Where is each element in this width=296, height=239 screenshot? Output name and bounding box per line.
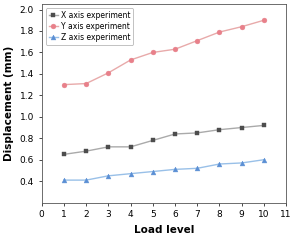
Y-axis label: Displacement (mm): Displacement (mm) <box>4 46 14 161</box>
Z axis experiment <box>151 170 155 173</box>
Z axis experiment <box>129 172 132 175</box>
X axis experiment <box>262 124 266 127</box>
Z axis experiment <box>107 174 110 177</box>
Legend: X axis experiment, Y axis experiment, Z axis experiment: X axis experiment, Y axis experiment, Z … <box>46 8 133 45</box>
X axis experiment <box>129 145 132 148</box>
Z axis experiment <box>84 179 88 182</box>
Y axis experiment <box>62 83 66 86</box>
Line: Y axis experiment: Y axis experiment <box>62 18 266 87</box>
X axis experiment <box>151 139 155 142</box>
X axis experiment <box>173 133 177 136</box>
X axis experiment <box>62 153 66 156</box>
Y axis experiment <box>107 71 110 74</box>
Y axis experiment <box>262 19 266 22</box>
X-axis label: Load level: Load level <box>134 225 194 235</box>
Z axis experiment <box>173 168 177 171</box>
Z axis experiment <box>195 167 199 170</box>
Y axis experiment <box>173 48 177 51</box>
X axis experiment <box>195 131 199 134</box>
Y axis experiment <box>195 39 199 42</box>
Z axis experiment <box>262 158 266 161</box>
Line: X axis experiment: X axis experiment <box>62 123 266 157</box>
Z axis experiment <box>218 163 221 165</box>
X axis experiment <box>84 150 88 152</box>
X axis experiment <box>218 128 221 131</box>
Y axis experiment <box>218 31 221 33</box>
Line: Z axis experiment: Z axis experiment <box>62 157 266 183</box>
X axis experiment <box>107 145 110 148</box>
Z axis experiment <box>240 162 243 164</box>
Y axis experiment <box>129 59 132 61</box>
Y axis experiment <box>240 25 243 28</box>
Y axis experiment <box>84 82 88 85</box>
Z axis experiment <box>62 179 66 182</box>
X axis experiment <box>240 126 243 129</box>
Y axis experiment <box>151 51 155 54</box>
